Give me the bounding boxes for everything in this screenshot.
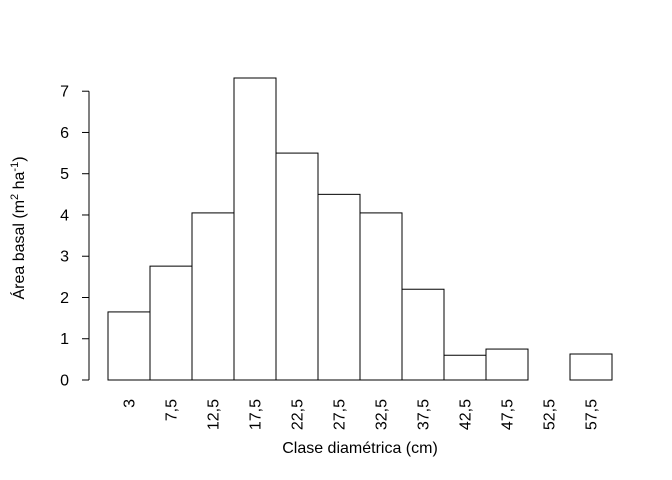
x-tick-labels: 3 7,5 12,5 17,5 22,5 27,5 32,5 37,5 42,5 47,5 52,5… <box>122 399 601 430</box>
bar-27,5 <box>317 193 361 381</box>
x-tick-label-42,5: 42,5 <box>458 399 475 430</box>
y-tick-label-7: 7 <box>60 84 69 101</box>
x-tick-label-17,5: 17,5 <box>248 399 265 430</box>
bars-group <box>107 77 613 381</box>
x-tick-label-3: 3 <box>122 399 139 408</box>
x-tick-label-57,5: 57,5 <box>584 399 601 430</box>
y-axis-label-suffix: ) <box>11 156 28 161</box>
y-tick-label-4: 4 <box>60 207 69 224</box>
bar-57,5 <box>569 353 613 381</box>
y-axis-label: Área basal (m2 ha-1) <box>9 156 28 299</box>
bar-3 <box>107 311 151 381</box>
y-tick-label-2: 2 <box>60 290 69 307</box>
y-axis-label-exp1: 2 <box>9 194 21 200</box>
bar-32,5 <box>359 212 403 381</box>
y-axis-label-middle: ha <box>11 171 28 193</box>
x-tick-label-32,5: 32,5 <box>374 399 391 430</box>
x-axis-label: Clase diamétrica (cm) <box>282 440 438 457</box>
x-tick-label-27,5: 27,5 <box>332 399 349 430</box>
y-tick-label-3: 3 <box>60 249 69 266</box>
y-tick-label-6: 6 <box>60 125 69 142</box>
y-tick-label-1: 1 <box>60 331 69 348</box>
x-tick-label-12,5: 12,5 <box>206 399 223 430</box>
x-tick-label-22,5: 22,5 <box>290 399 307 430</box>
bar-12,5 <box>191 212 235 381</box>
y-axis: 0 1 2 3 4 5 6 7 <box>60 84 90 390</box>
bar-47,5 <box>485 348 529 381</box>
x-tick-label-37,5: 37,5 <box>416 399 433 430</box>
y-tick-label-5: 5 <box>60 166 69 183</box>
x-tick-label-52,5: 52,5 <box>542 399 559 430</box>
y-axis-label-prefix: Área basal (m <box>9 200 28 300</box>
x-tick-label-47,5: 47,5 <box>500 399 517 430</box>
bar-17,5 <box>233 77 277 381</box>
bar-42,5 <box>443 354 487 381</box>
bar-7,5 <box>149 265 193 381</box>
y-axis-label-exp2: -1 <box>9 162 21 172</box>
bar-22,5 <box>275 152 319 381</box>
x-tick-label-7,5: 7,5 <box>164 399 181 421</box>
y-tick-label-0: 0 <box>60 373 69 390</box>
bar-37,5 <box>401 288 445 381</box>
